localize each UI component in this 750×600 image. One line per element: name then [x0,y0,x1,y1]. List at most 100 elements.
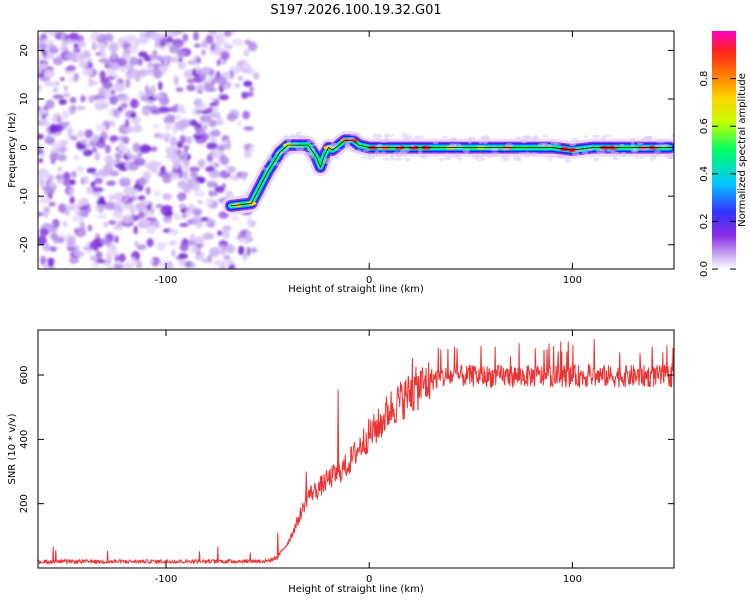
noise-blob [213,75,219,84]
ridge-haze [283,153,289,159]
noise-blob [103,163,114,173]
spectrogram-y-ticks: 20 10 0 -10 -20 [19,44,674,253]
noise-blob [230,31,237,35]
noise-blob [89,240,100,250]
noise-blob [223,231,230,239]
ridge-haze [501,147,510,151]
x-tick-label: 100 [563,574,582,585]
noise-blob [45,99,55,109]
noise-blob [171,249,176,258]
noise-blob [93,192,101,197]
noise-blob [71,105,76,111]
noise-blob [167,264,175,269]
noise-blob [247,41,258,52]
ridge-haze [467,138,473,144]
ridge-haze [639,145,649,151]
ridge-haze [441,136,449,139]
noise-blob [173,75,179,86]
noise-blob [179,222,189,227]
ridge-haze [586,145,594,152]
ridge-haze [541,135,550,138]
ridge-haze [660,144,666,147]
noise-blob [222,258,234,265]
noise-blob [201,258,213,263]
y-tick-label: 0 [19,144,30,150]
noise-blob [68,187,74,197]
noise-blob [192,180,199,188]
noise-blob [158,260,170,268]
noise-blob [86,167,97,174]
noise-blob [38,110,42,119]
noise-blob [116,220,124,227]
noise-blob [249,86,254,91]
noise-blob [102,221,109,228]
noise-blob [83,175,89,186]
noise-blob [202,132,209,141]
noise-blob [38,133,44,140]
noise-blob [38,196,51,204]
noise-blob [117,36,126,47]
ridge-haze [523,151,532,158]
x-tick-label: 100 [563,275,582,286]
ridge-haze [393,145,402,148]
ridge-haze [284,146,290,152]
noise-blob [191,70,198,77]
noise-blob [181,165,190,172]
noise-blob [216,117,223,122]
noise-blob [223,71,232,80]
noise-blob [113,82,126,92]
noise-blob [153,69,162,79]
noise-blob [48,201,56,207]
ridge-haze [515,136,523,140]
noise-blob [121,51,131,60]
noise-blob [206,106,214,113]
y-tick-label: 400 [19,430,30,449]
noise-blob [201,49,206,56]
noise-blob [81,68,94,76]
noise-blob [155,203,164,209]
noise-blob [196,84,206,91]
ridge-haze [295,145,305,152]
noise-blob [130,112,137,118]
ridge-haze [569,142,577,147]
ridge-haze [603,134,613,138]
ridge-haze [383,132,389,139]
noise-blob [176,115,181,120]
ridge-haze [571,137,579,142]
noise-blob [234,83,240,88]
ridge-haze [533,135,540,140]
noise-blob [110,51,118,60]
ridge-haze [286,150,296,155]
noise-blob [141,219,147,229]
ridge-haze [610,151,620,156]
ridge-haze [438,157,445,162]
noise-blob [39,227,49,237]
ridge-haze [583,135,588,138]
noise-blob [65,241,76,248]
snr-series-line [38,338,674,566]
noise-blob [53,58,64,65]
noise-blob [38,147,44,155]
noise-blob [98,87,105,95]
noise-blob [170,39,182,44]
noise-blob [38,66,43,74]
noise-blob [39,76,51,82]
noise-blob [120,177,130,182]
ridge-haze [490,152,501,157]
noise-blob [63,178,72,187]
noise-blob [96,252,103,257]
snr-x-ticks: -100 0 100 [155,330,582,585]
noise-blob [221,183,227,189]
noise-blob [98,204,104,214]
colorbar: 0.0 0.2 0.4 0.6 0.8 Normalized spectral ampl… [699,31,748,277]
noise-blob [218,94,230,101]
ridge-haze [418,149,423,155]
noise-blob [200,72,207,81]
ridge-haze [665,153,674,160]
noise-blob [69,32,79,41]
spectrogram-x-ticks: -100 0 100 [155,31,582,286]
noise-blob [152,63,161,69]
ridge-haze [267,155,273,161]
noise-blob [76,165,85,173]
noise-blob [56,236,65,244]
